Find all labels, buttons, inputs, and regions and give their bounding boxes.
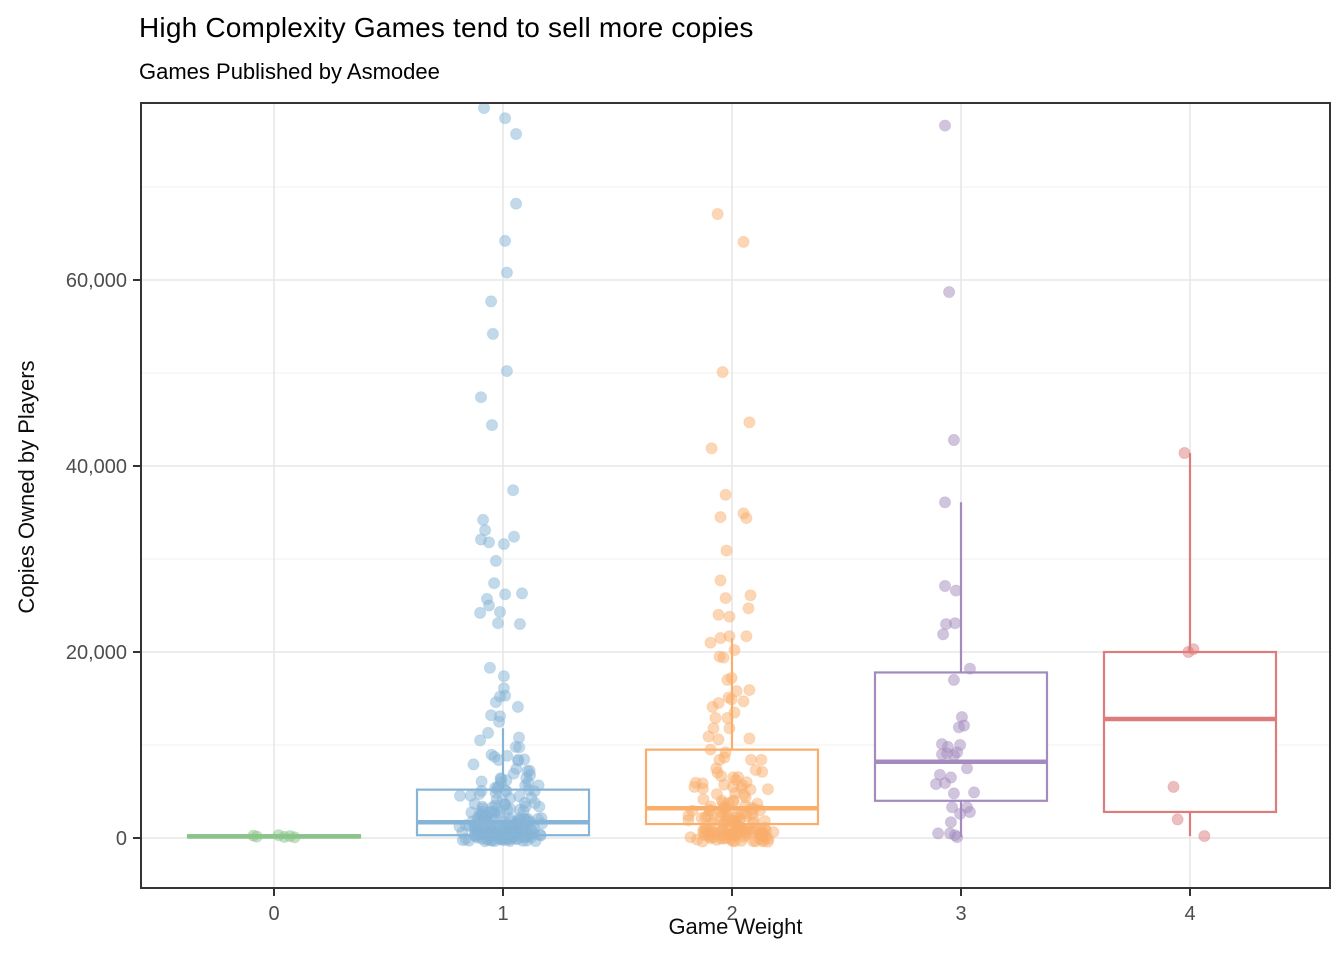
box-fills bbox=[188, 652, 1276, 838]
boxplot-weight-0 bbox=[186, 833, 362, 839]
box-rect bbox=[1102, 650, 1278, 814]
plot-title: High Complexity Games tend to sell more … bbox=[139, 12, 754, 43]
box-rect bbox=[873, 671, 1049, 802]
box-rect bbox=[415, 788, 591, 837]
points-weight-1 bbox=[453, 101, 549, 848]
boxplot-weight-3 bbox=[873, 502, 1049, 838]
panel-border bbox=[140, 102, 1331, 889]
x-tick-label: 3 bbox=[955, 903, 966, 925]
box-fill-3 bbox=[875, 672, 1047, 801]
boxplot-weight-4 bbox=[1102, 452, 1278, 837]
x-axis-title: Game Weight bbox=[668, 914, 803, 939]
boxplot-weight-1 bbox=[415, 728, 591, 838]
x-tick-label: 2 bbox=[726, 903, 737, 925]
box-rect bbox=[644, 748, 820, 826]
y-axis-title: Copies Owned by Players bbox=[14, 360, 39, 614]
jitter-points bbox=[247, 101, 1211, 848]
box-outlines bbox=[186, 452, 1278, 839]
boxplot-weight-2 bbox=[644, 638, 820, 838]
plot-subtitle: Games Published by Asmodee bbox=[139, 59, 440, 84]
x-tick-label: 1 bbox=[497, 903, 508, 925]
points-weight-3 bbox=[929, 119, 981, 844]
points-weight-4 bbox=[1167, 446, 1211, 843]
y-tick-label: 60,000 bbox=[66, 270, 127, 292]
y-tick-label: 40,000 bbox=[66, 456, 127, 478]
y-tick-label: 20,000 bbox=[66, 642, 127, 664]
x-tick-label: 4 bbox=[1184, 903, 1195, 925]
box-fill-4 bbox=[1104, 652, 1276, 812]
y-tick-label: 0 bbox=[116, 828, 127, 850]
x-tick-label: 0 bbox=[268, 903, 279, 925]
axes: 0 20,000 40,000 60,000 0 1 2 3 4 bbox=[66, 270, 1196, 925]
